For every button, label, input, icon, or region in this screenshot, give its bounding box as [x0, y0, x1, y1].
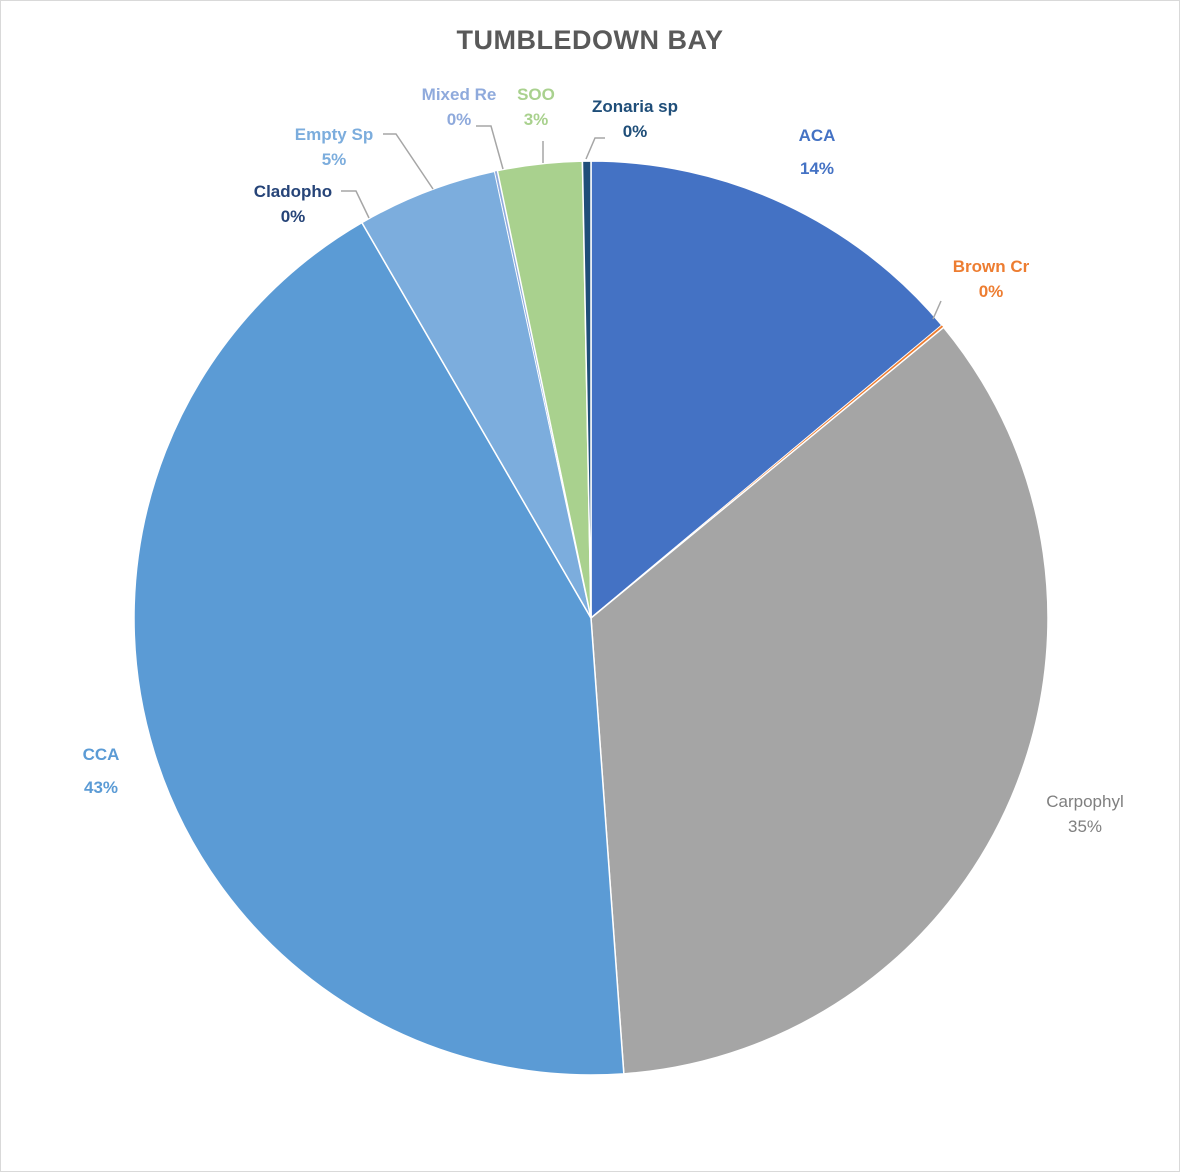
slice-label-name-zonaria-sp: Zonaria sp — [592, 97, 678, 116]
pie-slice-empty-sp — [360, 170, 592, 619]
leader-line-mixed-re — [476, 125, 504, 170]
slice-label-percent-brown-cr: 0% — [979, 282, 1004, 301]
slice-label-name-brown-cr: Brown Cr — [953, 257, 1030, 276]
leader-line-zonaria-sp — [585, 137, 605, 160]
slice-label-percent-mixed-re: 0% — [447, 110, 472, 129]
leader-line-brown-cr — [932, 300, 942, 320]
pie-slice-zonaria-sp — [581, 160, 592, 619]
slice-label-name-cca: CCA — [83, 745, 120, 764]
slice-label-name-aca: ACA — [799, 126, 836, 145]
chart-title: TUMBLEDOWN BAY — [456, 25, 724, 55]
pie-slice-carpophyl — [590, 326, 1049, 1075]
slice-label-percent-cladopho: 0% — [281, 207, 306, 226]
slice-label-percent-soo: 3% — [524, 110, 549, 129]
slice-label-percent-aca: 14% — [800, 159, 834, 178]
slice-label-name-carpophyl: Carpophyl — [1046, 792, 1124, 811]
slice-label-percent-empty-sp: 5% — [322, 150, 347, 169]
slice-label-percent-carpophyl: 35% — [1068, 817, 1102, 836]
leader-line-empty-sp — [383, 133, 434, 190]
pie-slice-cca — [133, 221, 625, 1076]
slice-label-name-mixed-re: Mixed Re — [422, 85, 497, 104]
pie-slice-aca — [590, 160, 943, 620]
leader-line-cladopho — [341, 190, 370, 219]
slice-label-percent-zonaria-sp: 0% — [623, 122, 648, 141]
slice-label-name-empty-sp: Empty Sp — [295, 125, 373, 144]
slice-label-name-cladopho: Cladopho — [254, 182, 332, 201]
slice-label-percent-cca: 43% — [84, 778, 118, 797]
slice-label-name-soo: SOO — [517, 85, 555, 104]
